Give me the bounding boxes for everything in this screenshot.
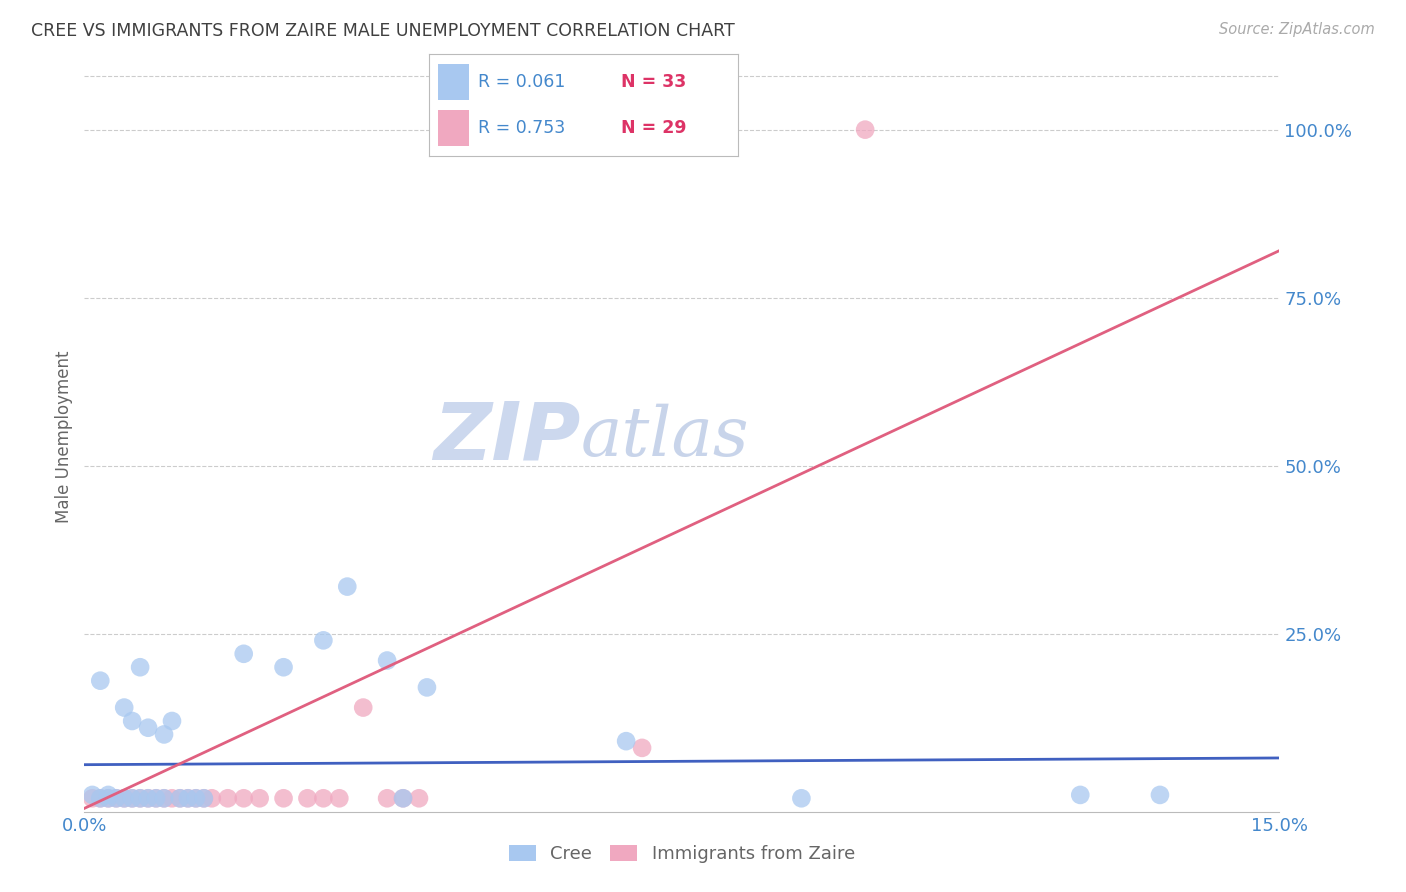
Point xyxy=(392,791,415,805)
Text: N = 29: N = 29 xyxy=(620,119,686,136)
Point xyxy=(97,791,120,805)
Point xyxy=(97,791,120,805)
Y-axis label: Male Unemployment: Male Unemployment xyxy=(55,351,73,524)
Point xyxy=(89,791,111,805)
Point xyxy=(232,791,254,805)
Point xyxy=(217,791,239,805)
Point xyxy=(121,714,143,728)
Point xyxy=(153,727,176,741)
Point xyxy=(136,791,159,805)
Point xyxy=(312,791,335,805)
Point xyxy=(193,791,215,805)
Text: R = 0.753: R = 0.753 xyxy=(478,119,565,136)
Point xyxy=(160,714,183,728)
Point xyxy=(408,791,430,805)
Point xyxy=(193,791,215,805)
Point xyxy=(184,791,207,805)
Point xyxy=(184,791,207,805)
Point xyxy=(89,673,111,688)
Point xyxy=(112,791,135,805)
Point xyxy=(273,791,295,805)
Point xyxy=(392,791,415,805)
Point xyxy=(129,660,152,674)
Point xyxy=(312,633,335,648)
Point xyxy=(153,791,176,805)
Point xyxy=(1149,788,1171,802)
Text: atlas: atlas xyxy=(581,404,749,470)
Point xyxy=(614,734,637,748)
Point xyxy=(121,791,143,805)
Point xyxy=(169,791,191,805)
Point xyxy=(790,791,813,805)
Point xyxy=(297,791,319,805)
Point xyxy=(129,791,152,805)
Point xyxy=(352,700,374,714)
Point xyxy=(97,788,120,802)
Text: ZIP: ZIP xyxy=(433,398,581,476)
Point xyxy=(631,740,654,755)
Point xyxy=(853,122,876,136)
Point xyxy=(328,791,350,805)
Point xyxy=(249,791,271,805)
Point xyxy=(136,791,159,805)
Point xyxy=(201,791,224,805)
Point xyxy=(82,788,104,802)
Point xyxy=(136,721,159,735)
Text: N = 33: N = 33 xyxy=(620,73,686,91)
Point xyxy=(375,791,398,805)
Point xyxy=(153,791,176,805)
FancyBboxPatch shape xyxy=(439,110,470,145)
Point xyxy=(232,647,254,661)
Point xyxy=(375,653,398,667)
Point xyxy=(416,681,439,695)
Text: R = 0.061: R = 0.061 xyxy=(478,73,565,91)
Point xyxy=(89,791,111,805)
Point xyxy=(1069,788,1091,802)
Point xyxy=(145,791,167,805)
Point xyxy=(336,580,359,594)
Point xyxy=(160,791,183,805)
Text: Source: ZipAtlas.com: Source: ZipAtlas.com xyxy=(1219,22,1375,37)
Point xyxy=(121,791,143,805)
Point xyxy=(82,791,104,805)
Point xyxy=(129,791,152,805)
Point xyxy=(112,700,135,714)
Point xyxy=(112,791,135,805)
Legend: Cree, Immigrants from Zaire: Cree, Immigrants from Zaire xyxy=(502,838,862,870)
Point xyxy=(145,791,167,805)
Point xyxy=(105,791,128,805)
Point xyxy=(169,791,191,805)
FancyBboxPatch shape xyxy=(439,64,470,100)
Point xyxy=(273,660,295,674)
Point xyxy=(177,791,200,805)
Text: CREE VS IMMIGRANTS FROM ZAIRE MALE UNEMPLOYMENT CORRELATION CHART: CREE VS IMMIGRANTS FROM ZAIRE MALE UNEMP… xyxy=(31,22,735,40)
Point xyxy=(177,791,200,805)
Point xyxy=(105,791,128,805)
